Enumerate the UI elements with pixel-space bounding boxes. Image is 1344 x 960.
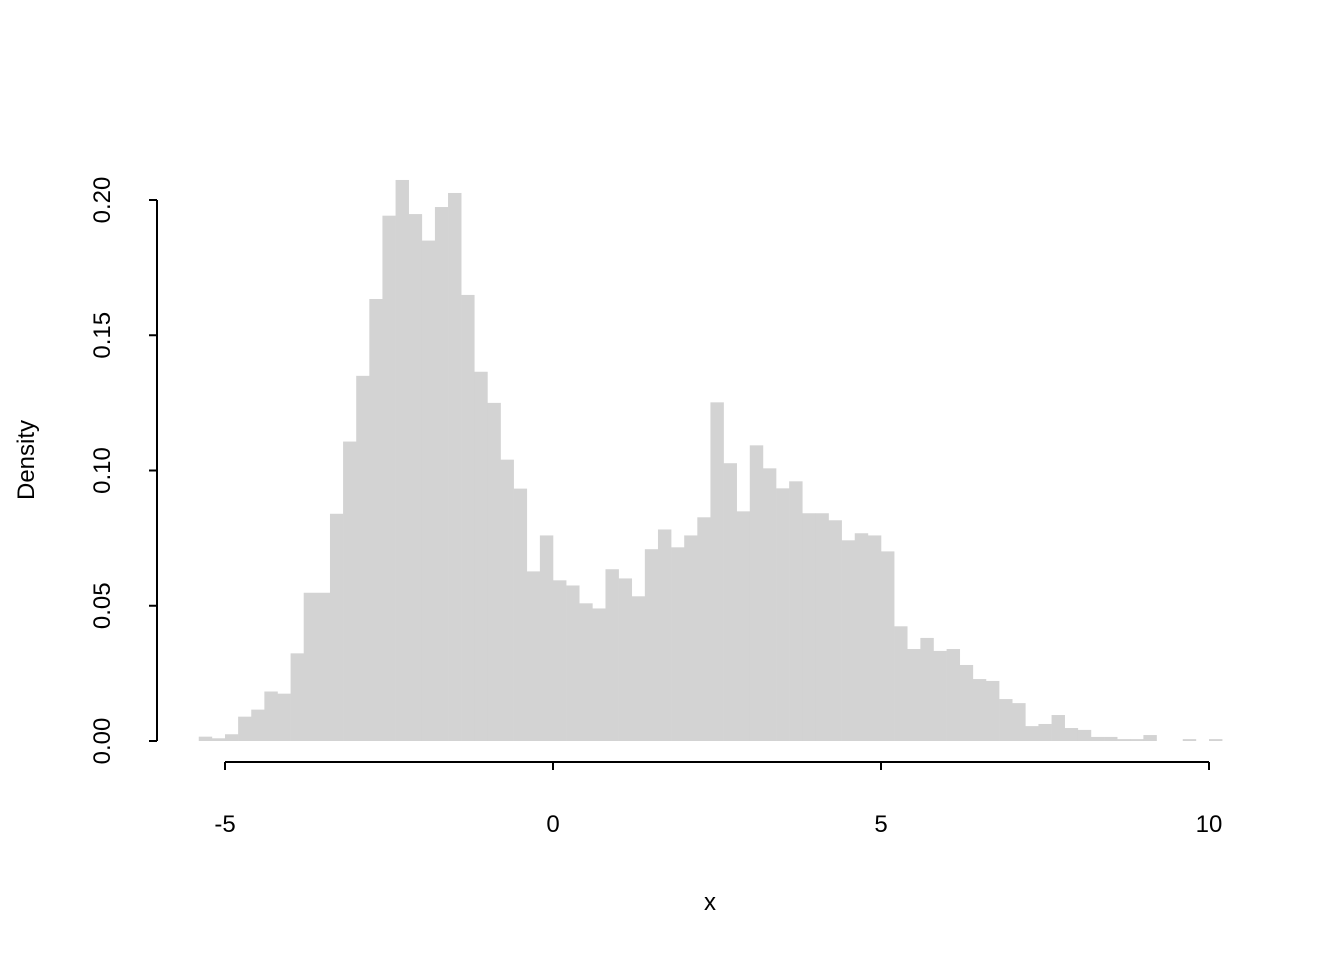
y-tick-label: 0.20 — [89, 177, 116, 224]
histogram-bar — [776, 488, 790, 741]
histogram-bar — [225, 734, 239, 741]
x-tick-label: 0 — [546, 811, 559, 838]
histogram-bar — [251, 709, 265, 741]
y-tick-label: 0.15 — [89, 312, 116, 359]
histogram-bar — [671, 547, 685, 741]
histogram-bar — [985, 680, 1000, 741]
histogram-bar — [290, 653, 305, 741]
y-tick-label: 0.10 — [89, 447, 116, 494]
histogram-bar — [513, 488, 528, 741]
histogram-bar — [999, 699, 1013, 741]
histogram-bar — [329, 513, 344, 741]
x-tick-label: -5 — [214, 811, 235, 838]
histogram-bar — [553, 580, 567, 741]
histogram-bar — [828, 520, 842, 741]
histogram-bar — [1209, 739, 1223, 741]
histogram-bar — [356, 375, 370, 741]
histogram-bar — [526, 571, 541, 741]
histogram-bar — [841, 540, 856, 741]
x-axis: -5 0 5 10 — [214, 761, 1223, 838]
histogram-bar — [1064, 728, 1079, 741]
histogram-bar — [946, 649, 961, 741]
histogram-bar — [1104, 736, 1118, 741]
histogram-bar — [933, 650, 947, 741]
histogram-bar — [1090, 736, 1105, 741]
histogram-bar — [316, 592, 331, 741]
histogram-bar — [487, 402, 501, 741]
histogram-bar — [894, 626, 908, 741]
histogram-bar — [382, 215, 396, 742]
histogram-bar — [277, 693, 291, 741]
histogram-bar — [1182, 739, 1197, 741]
histogram-bar — [408, 214, 423, 742]
histogram-bar — [566, 585, 580, 741]
histogram-bar — [1130, 739, 1144, 741]
histogram-bar — [592, 608, 606, 741]
histogram-bar — [710, 402, 724, 741]
histogram-bar — [867, 535, 882, 741]
histogram-bar — [579, 603, 593, 741]
x-tick-label: 10 — [1196, 811, 1223, 838]
histogram-bar — [881, 551, 895, 741]
histogram-bar — [1025, 726, 1039, 741]
histogram-bar — [1051, 715, 1065, 741]
histogram-bar — [1117, 739, 1131, 741]
y-tick-label: 0.05 — [89, 582, 116, 629]
histogram-bar — [815, 513, 829, 741]
histogram-bar — [421, 240, 436, 741]
histogram-bar — [920, 637, 934, 741]
histogram-bar — [474, 371, 488, 741]
histogram-bar — [972, 679, 987, 741]
histogram-bar — [802, 513, 816, 741]
histogram-bar — [461, 294, 475, 741]
histogram-bar — [854, 533, 869, 741]
histogram-bar — [1038, 723, 1052, 741]
histogram-bar — [723, 463, 737, 741]
y-axis: 0.00 0.05 0.10 0.15 0.20 — [89, 177, 158, 765]
histogram-bar — [618, 578, 633, 741]
histogram-bar — [343, 441, 357, 741]
histogram-bar — [789, 481, 803, 741]
histogram-bar — [539, 535, 554, 741]
histogram-bar — [434, 207, 449, 741]
y-axis-label: Density — [13, 420, 40, 500]
histogram-bar — [211, 738, 226, 741]
histogram-bar — [303, 592, 318, 741]
x-axis-label: x — [704, 889, 716, 916]
histogram-bar — [198, 736, 213, 741]
histogram-bar — [605, 569, 619, 741]
histogram-bar — [1077, 729, 1092, 741]
histogram-bar — [697, 517, 711, 741]
histogram-bar — [749, 445, 764, 741]
histogram-bar — [644, 549, 659, 741]
x-tick-label: 5 — [874, 811, 887, 838]
histogram-bar — [500, 459, 514, 741]
histogram-bar — [684, 535, 698, 741]
histogram-bar — [762, 468, 777, 741]
histogram-bar — [369, 299, 383, 741]
histogram-bar — [907, 649, 921, 741]
histogram-bar — [264, 691, 278, 741]
histogram-bar — [1012, 703, 1026, 741]
histogram-bar — [395, 179, 409, 741]
histogram-bar — [448, 192, 462, 742]
histogram-bar — [657, 529, 672, 741]
histogram-bar — [736, 511, 751, 741]
histogram-bar — [631, 596, 646, 741]
histogram-bar — [238, 716, 252, 741]
bars — [198, 179, 1223, 742]
histogram-bar — [959, 664, 974, 741]
histogram-bar — [1143, 735, 1157, 741]
y-tick-label: 0.00 — [89, 718, 116, 765]
